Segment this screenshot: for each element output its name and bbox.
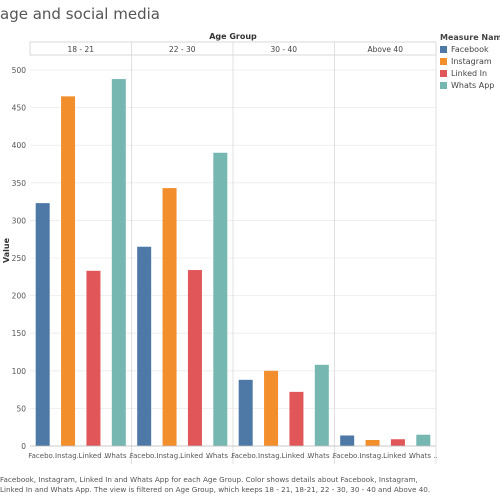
bar	[187, 270, 202, 446]
y-tick-label: 400	[12, 141, 27, 150]
legend-item-whats-app[interactable]: Whats App	[440, 81, 500, 90]
legend-label: Facebook	[451, 45, 489, 54]
bar	[416, 434, 431, 446]
y-tick-label: 150	[12, 329, 27, 338]
y-tick-label: 50	[16, 404, 26, 413]
bar	[238, 379, 253, 446]
column-header-title: Age Group	[209, 32, 257, 41]
bar	[86, 270, 101, 446]
x-tick-label: Linked ..	[282, 452, 312, 460]
bar	[289, 391, 304, 446]
chart-caption: Facebook, Instagram, Linked In and Whats…	[0, 475, 431, 494]
bar	[137, 246, 152, 446]
legend-label: Linked In	[451, 69, 488, 78]
legend-swatch-facebook	[440, 46, 447, 53]
legend-title: Measure Names	[440, 33, 500, 42]
legend-item-linked-in[interactable]: Linked In	[440, 69, 500, 78]
x-tick-label: Linked ..	[383, 452, 413, 460]
x-tick-label: Facebo..	[130, 452, 159, 460]
legend-item-instagram[interactable]: Instagram	[440, 57, 500, 66]
y-tick-label: 100	[12, 367, 27, 376]
bar-chart: Age Group 0 50 100 150 200 250 300 350 400 450 500 V…	[2, 32, 438, 464]
bar	[264, 370, 279, 446]
legend-label: Instagram	[451, 57, 492, 66]
legend-swatch-linked-in	[440, 70, 447, 77]
y-tick-label: 450	[12, 104, 27, 113]
bar	[162, 188, 177, 446]
legend-swatch-whats-app	[440, 82, 447, 89]
y-tick-label: 300	[12, 216, 27, 225]
bar	[35, 203, 50, 446]
bar	[390, 439, 405, 446]
legend-swatch-instagram	[440, 58, 447, 65]
column-header-label: 18 - 21	[67, 45, 94, 54]
x-tick-label: Facebo..	[333, 452, 362, 460]
bar	[61, 96, 76, 446]
x-tick-label: Whats ..	[104, 452, 133, 460]
x-tick-label: Linked ..	[79, 452, 109, 460]
bar	[340, 435, 355, 446]
bar	[314, 364, 329, 446]
bar	[111, 79, 126, 447]
x-tick-label: Whats ..	[409, 452, 438, 460]
bar	[213, 152, 228, 446]
x-tick-label: Whats ..	[206, 452, 235, 460]
x-tick-label: Instag..	[55, 452, 81, 460]
column-header-label: 22 - 30	[169, 45, 196, 54]
y-tick-label: 500	[12, 66, 27, 75]
y-tick-label: 350	[12, 179, 27, 188]
y-axis-title: Value	[2, 237, 11, 263]
x-tick-label: Facebo..	[231, 452, 260, 460]
x-tick-label: Facebo..	[28, 452, 57, 460]
legend: Measure Names Facebook Instagram Linked …	[440, 33, 500, 93]
bar	[365, 439, 380, 446]
column-header-label: 30 - 40	[270, 45, 297, 54]
y-tick-label: 0	[21, 442, 26, 451]
x-tick-label: Instag..	[157, 452, 183, 460]
column-header-label: Above 40	[368, 45, 404, 54]
x-tick-label: Linked ..	[180, 452, 210, 460]
x-tick-label: Instag..	[258, 452, 284, 460]
x-tick-label: Whats ..	[307, 452, 336, 460]
x-tick-label: Instag..	[360, 452, 386, 460]
y-tick-label: 200	[12, 292, 27, 301]
y-tick-label: 250	[12, 254, 27, 263]
legend-item-facebook[interactable]: Facebook	[440, 45, 500, 54]
legend-label: Whats App	[451, 81, 495, 90]
chart-title: age and social media	[0, 5, 160, 23]
